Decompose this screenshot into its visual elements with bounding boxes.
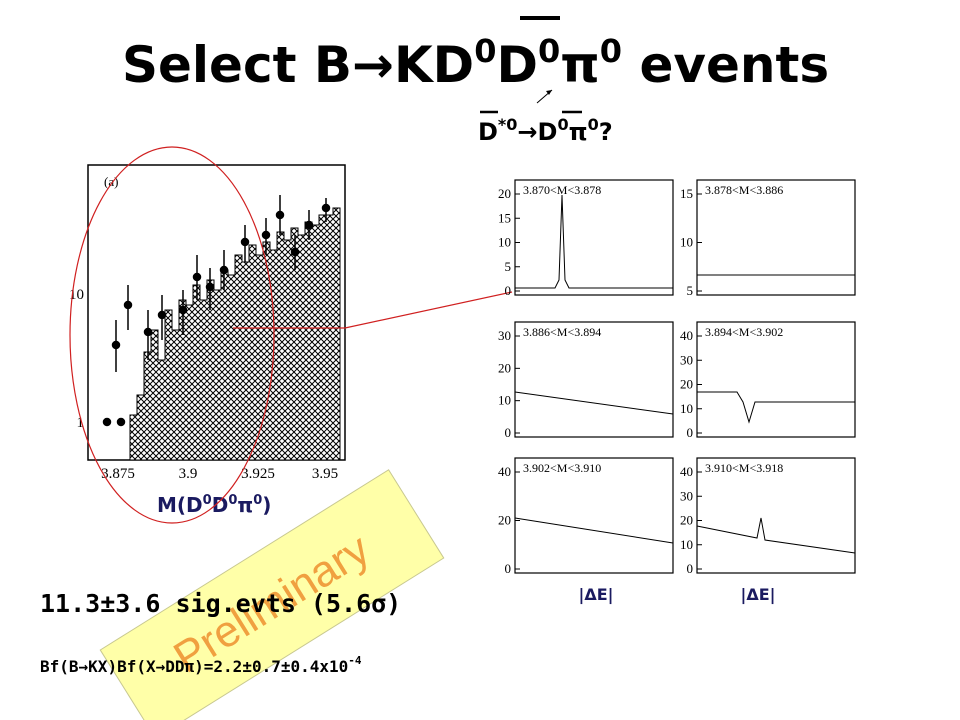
panel: 3.910<M<3.918 40 30 20 10 0 (680, 457, 856, 576)
title-sup: 0 (600, 32, 622, 70)
bf-arrow: → (156, 657, 166, 676)
bf-sup: -4 (348, 654, 362, 667)
xlabel-text: ) (262, 493, 271, 517)
panel-y-tick: 20 (680, 513, 693, 528)
panel: 3.886<M<3.894 30 20 10 0 (498, 321, 674, 440)
panel-y-tick: 5 (687, 283, 694, 298)
panel: 3.894<M<3.902 40 30 20 10 0 (680, 321, 856, 440)
bf-text: DDπ)=2.2±0.7±0.4x10 (165, 657, 348, 676)
panel-y-tick: 10 (680, 401, 693, 416)
x-tick-label: 3.95 (312, 466, 338, 482)
panels: 3.870<M<3.878201510503.878<M<3.886151053… (498, 179, 856, 576)
panel-y-tick: 0 (505, 283, 512, 298)
panel-range: 3.878<M<3.886 (705, 183, 783, 197)
bf-text: Bf(B (40, 657, 79, 676)
title-arrow: → (352, 36, 394, 94)
panel-y-tick: 30 (680, 352, 693, 367)
xlabel-text: π (237, 493, 253, 517)
panel-y-tick: 0 (687, 561, 694, 576)
panel: 3.878<M<3.886 15 10 5 (680, 179, 856, 298)
bf-text: KX)Bf(X (88, 657, 156, 676)
sub-arrow: → (517, 118, 537, 146)
x-tick-label: 3.875 (101, 466, 135, 482)
xlabel-sup: 0 (228, 493, 237, 508)
panel-frame (696, 457, 856, 574)
panel-y-tick: 20 (498, 186, 511, 201)
title-text: events (622, 36, 829, 94)
panel-y-tick: 10 (498, 393, 511, 408)
sub-sup: 0 (557, 115, 568, 134)
x-tick-label: 3.9 (179, 466, 198, 482)
panel-y-tick: 20 (680, 377, 693, 392)
panel-y-tick: 0 (505, 425, 512, 440)
panel-y-tick: 0 (505, 561, 512, 576)
panel-x-label: |ΔE| (741, 585, 776, 605)
panel-y-tick: 15 (498, 210, 511, 225)
panel-y-tick: 40 (680, 464, 693, 479)
title-text: D (496, 36, 538, 94)
panel-frame (514, 321, 674, 438)
title-sup: 0 (538, 32, 560, 70)
connector (233, 291, 513, 329)
panel-y-tick: 20 (498, 513, 511, 528)
title-text: π (560, 36, 600, 94)
sub-sup: 0 (588, 115, 599, 134)
panel: 3.902<M<3.910 40 20 0 (498, 457, 674, 576)
plot-label: (a) (104, 174, 118, 189)
panel-x-label: |ΔE| (579, 585, 614, 605)
xlabel-text: D (212, 493, 229, 517)
panel-y-tick: 40 (498, 464, 511, 479)
xlabel-sup: 0 (253, 493, 262, 508)
panel-y-tick: 0 (687, 425, 694, 440)
panel-y-tick: 10 (680, 235, 693, 250)
title-text: KD (394, 36, 474, 94)
panel-range: 3.894<M<3.902 (705, 325, 783, 339)
panel-y-tick: 20 (498, 360, 511, 375)
x-label: M(D0D0π0) (157, 493, 271, 517)
fit-curve (697, 391, 855, 424)
sub-sup: *0 (498, 115, 518, 134)
subtitle: D*0→D0π0? (478, 115, 613, 146)
panel-y-tick: 10 (680, 537, 693, 552)
panel-frame (514, 457, 674, 574)
highlight-ellipse (69, 146, 275, 524)
panel-range: 3.886<M<3.894 (523, 325, 601, 339)
panel-frame (514, 179, 674, 296)
result: 11.3±3.6 sig.evts (5.6σ) (40, 589, 401, 618)
branching: Bf(B→KX)Bf(X→DDπ)=2.2±0.7±0.4x10-4 (40, 654, 362, 676)
sub-text: D (538, 118, 558, 146)
panel-y-tick: 15 (680, 186, 693, 201)
panel-y-tick: 5 (505, 259, 512, 274)
title-text: Select B (122, 36, 352, 94)
panel-y-tick: 10 (498, 235, 511, 250)
main-plot: (a) 10 1 3.875 3.9 3.925 3.95 M(D0D0π0) (69, 164, 346, 517)
sub-text: ? (599, 118, 613, 146)
fit-curve (515, 194, 673, 289)
stamp-box (99, 469, 445, 720)
fit-curve (514, 517, 674, 544)
title: Select B→KD0D0π0 events (122, 32, 829, 94)
panel-frame (696, 321, 856, 438)
pointer-head (546, 90, 552, 95)
y-tick-label: 1 (77, 415, 85, 431)
data-points (102, 195, 331, 427)
panel: 3.870<M<3.878 20 15 10 5 0 (498, 179, 674, 298)
panel-frame (696, 179, 856, 296)
sub-text: D (478, 118, 498, 146)
panel-y-tick: 30 (680, 488, 693, 503)
panel-range: 3.902<M<3.910 (523, 461, 601, 475)
panel-y-tick: 40 (680, 328, 693, 343)
panel-range: 3.910<M<3.918 (705, 461, 783, 475)
x-tick-label: 3.925 (241, 466, 275, 482)
panel-range: 3.870<M<3.878 (523, 183, 601, 197)
title-sup: 0 (474, 32, 496, 70)
fit-curve (696, 517, 856, 554)
xlabel-sup: 0 (203, 493, 212, 508)
xlabel-text: M(D (157, 493, 203, 517)
bf-arrow: → (79, 657, 89, 676)
panel-y-tick: 30 (498, 328, 511, 343)
fit-curve (514, 391, 674, 415)
sub-text: π (569, 118, 588, 146)
